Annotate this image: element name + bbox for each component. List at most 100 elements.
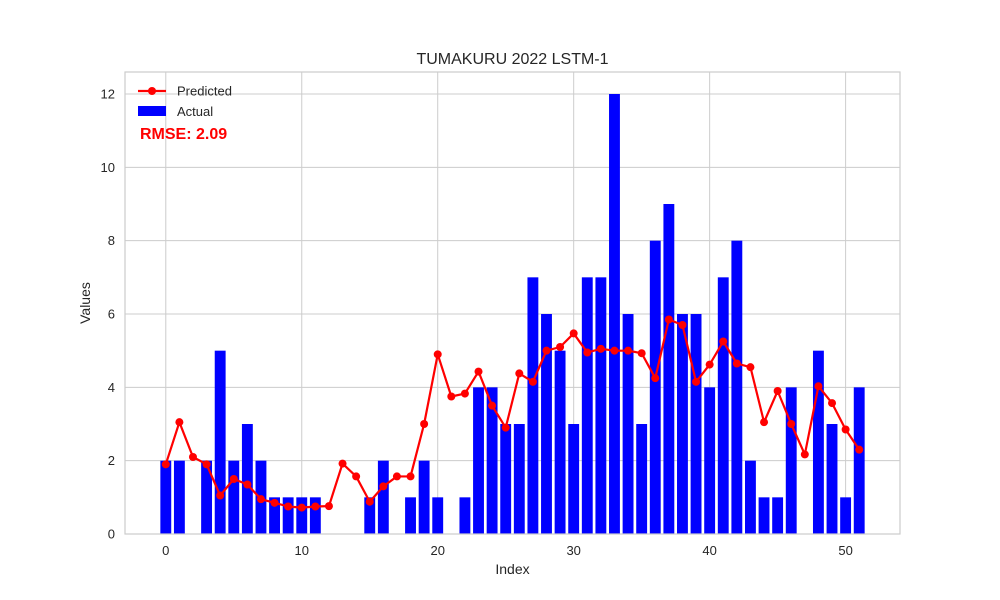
predicted-point [379, 482, 388, 491]
predicted-point [392, 472, 401, 481]
bar [554, 350, 566, 534]
predicted-point [773, 387, 782, 395]
predicted-point [501, 423, 510, 432]
legend-actual-swatch [138, 106, 166, 116]
bar [432, 497, 444, 534]
predicted-point [542, 346, 551, 355]
bar [581, 277, 593, 534]
predicted-point [732, 359, 741, 368]
actual-bars [160, 94, 865, 534]
bar [704, 387, 716, 534]
bar [173, 460, 185, 534]
y-tick-label: 0 [108, 527, 115, 542]
predicted-point [569, 329, 578, 338]
predicted-point [161, 460, 170, 469]
predicted-point [256, 495, 265, 504]
bar [731, 240, 743, 534]
predicted-point [202, 460, 211, 469]
predicted-point [324, 502, 333, 511]
predicted-point [855, 445, 864, 454]
bar [486, 387, 498, 534]
bar [663, 204, 675, 534]
legend-predicted-label: Predicted [177, 84, 232, 99]
predicted-point [406, 472, 415, 481]
predicted-point [365, 497, 374, 506]
y-tick-label: 8 [108, 233, 115, 248]
bar [513, 424, 525, 534]
predicted-point [488, 401, 497, 410]
predicted-point [188, 453, 197, 461]
predicted-point [515, 369, 524, 378]
x-tick-label: 10 [295, 543, 309, 558]
rmse-annotation: RMSE: 2.09 [140, 126, 227, 143]
bar [309, 497, 321, 534]
y-tick-label: 2 [108, 453, 115, 468]
predicted-point [433, 350, 442, 359]
bar [541, 314, 552, 534]
y-tick-label: 4 [108, 380, 115, 395]
predicted-point [746, 363, 755, 372]
bar [269, 497, 280, 534]
predicted-series-line [164, 318, 861, 509]
bar [840, 497, 852, 534]
predicted-point [338, 459, 347, 468]
predicted-point [678, 321, 687, 329]
predicted-point [828, 399, 837, 408]
predicted-point [270, 498, 279, 507]
predicted-point [719, 337, 728, 346]
predicted-point [216, 491, 225, 500]
predicted-line [161, 315, 864, 512]
predicted-point [610, 346, 619, 355]
bar [636, 424, 648, 534]
predicted-point [297, 503, 306, 512]
bar [459, 497, 471, 534]
bar [853, 387, 865, 534]
bar [228, 460, 240, 534]
bar [717, 277, 729, 534]
predicted-point [651, 374, 660, 383]
predicted-point [311, 502, 320, 511]
predicted-point [229, 475, 238, 483]
predicted-point [528, 377, 537, 386]
x-tick-label: 30 [566, 543, 580, 558]
bar [826, 424, 838, 534]
predicted-point [352, 472, 361, 481]
predicted-point [787, 420, 796, 428]
chart-title: TUMAKURU 2022 LSTM-1 [416, 51, 608, 68]
x-axis-label: Index [495, 561, 529, 577]
bar [405, 497, 416, 534]
bar [649, 240, 661, 534]
bar [418, 460, 430, 534]
bar [214, 350, 226, 534]
predicted-point [460, 389, 469, 398]
bar [812, 350, 824, 534]
x-tick-label: 0 [162, 543, 169, 558]
predicted-point [814, 382, 823, 391]
predicted-point [583, 348, 592, 357]
y-tick-label: 12 [101, 87, 115, 102]
predicted-point [637, 349, 646, 358]
legend: Predicted Actual [138, 84, 232, 119]
bar [745, 460, 756, 534]
plot-background [125, 72, 900, 534]
predicted-point [841, 425, 850, 434]
bar [785, 387, 797, 534]
y-axis-label: Values [77, 282, 93, 324]
bar [677, 314, 688, 534]
grid [125, 72, 900, 535]
bar [377, 460, 389, 534]
legend-actual-label: Actual [177, 104, 213, 119]
bar [595, 277, 607, 534]
bar [364, 497, 376, 534]
predicted-point [447, 392, 456, 401]
x-tick-label: 50 [838, 543, 852, 558]
bar [568, 424, 580, 534]
bar [772, 497, 784, 534]
predicted-point [760, 418, 769, 427]
y-tick-label: 10 [101, 160, 115, 175]
predicted-point [474, 367, 483, 376]
predicted-point [284, 502, 293, 511]
bar [527, 277, 539, 534]
predicted-point [705, 360, 714, 369]
